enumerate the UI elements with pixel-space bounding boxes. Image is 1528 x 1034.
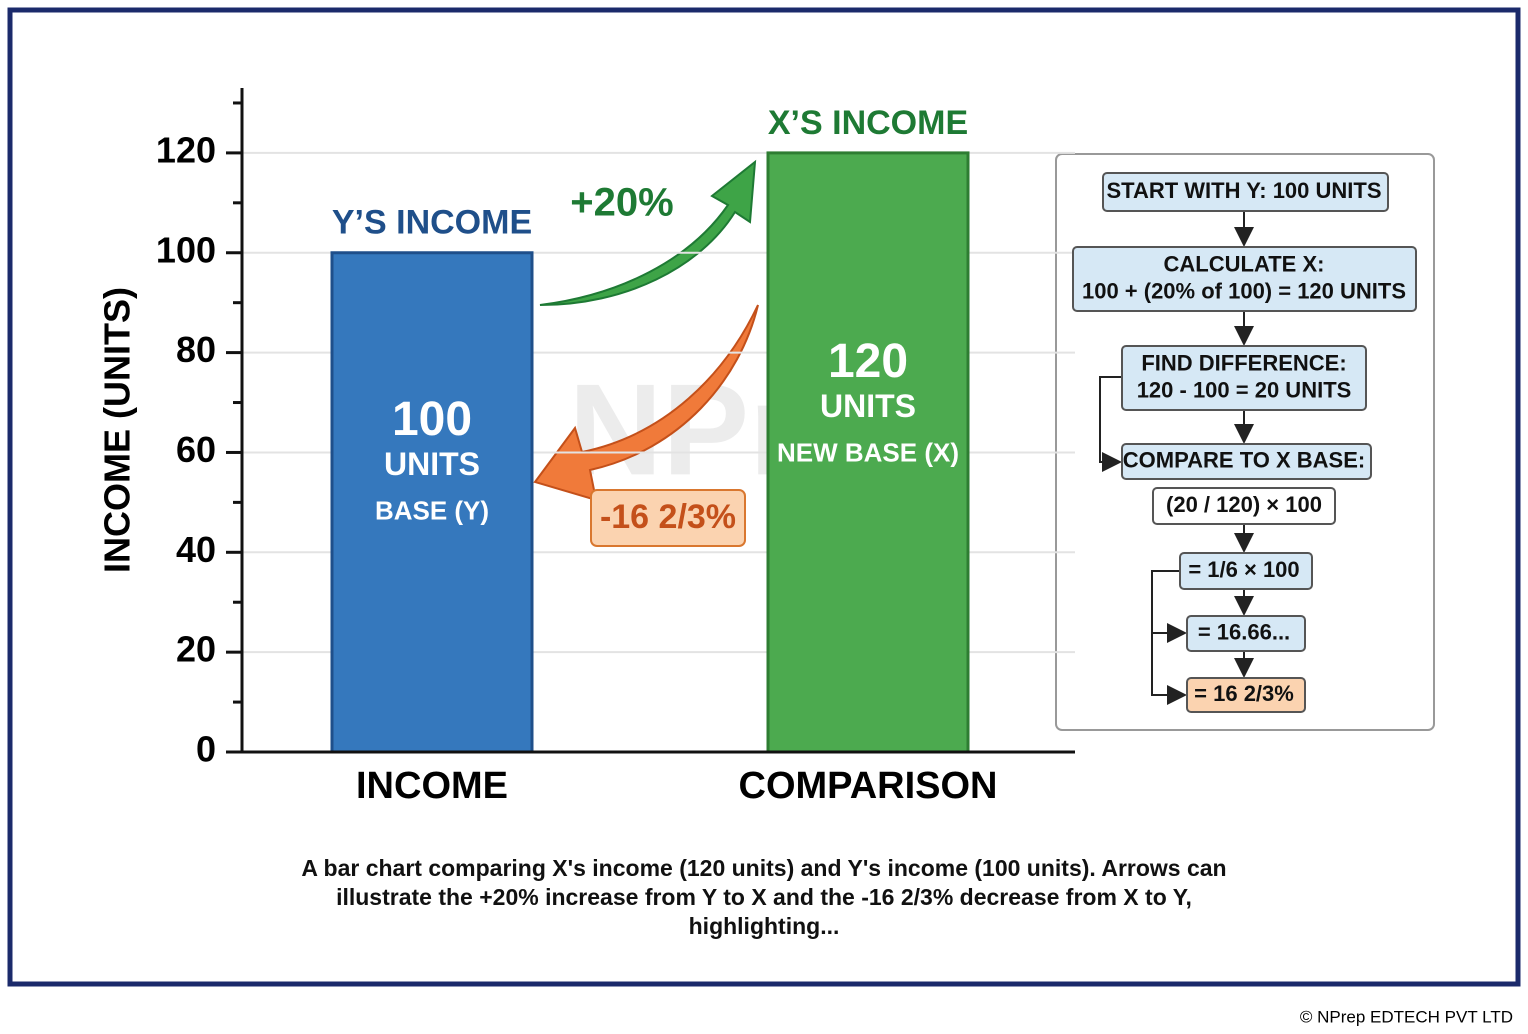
flow-step-text: = 16.66... bbox=[1198, 619, 1290, 644]
flow-step bbox=[1186, 615, 1306, 652]
increase-arrow bbox=[539, 159, 757, 306]
caption: highlighting... bbox=[689, 913, 840, 939]
flow-step-text: FIND DIFFERENCE: bbox=[1141, 350, 1346, 375]
bar-note: BASE (Y) bbox=[375, 495, 489, 525]
flow-step bbox=[1179, 552, 1313, 590]
bar-note: NEW BASE (X) bbox=[777, 437, 959, 467]
flow-step-text: = 1/6 × 100 bbox=[1188, 557, 1299, 582]
flow-step-text: COMPARE TO X BASE: bbox=[1123, 447, 1365, 472]
flow-step-text: 100 + (20% of 100) = 120 UNITS bbox=[1082, 278, 1406, 303]
decrease-label-box bbox=[590, 489, 746, 547]
flow-step-text: 120 - 100 = 20 UNITS bbox=[1137, 377, 1352, 402]
flow-step-text: (20 / 120) × 100 bbox=[1166, 492, 1322, 517]
y-tick-label: 40 bbox=[176, 529, 216, 570]
bar-title: X’S INCOME bbox=[768, 104, 968, 142]
bar-value-label: 120 bbox=[828, 335, 908, 388]
flow-connectors bbox=[1099, 211, 1254, 705]
flow-step bbox=[1102, 172, 1389, 212]
bar-value-label: 100 bbox=[392, 393, 472, 446]
bar bbox=[766, 151, 970, 754]
flow-step bbox=[1072, 246, 1417, 312]
bar-unit-label: UNITS bbox=[384, 446, 480, 482]
x-tick-label: COMPARISON bbox=[739, 765, 998, 807]
caption: illustrate the +20% increase from Y to X… bbox=[336, 884, 1192, 910]
x-tick-label: INCOME bbox=[356, 765, 508, 807]
flow-step bbox=[1121, 345, 1367, 411]
flow-step-text: CALCULATE X: bbox=[1164, 251, 1325, 276]
bar-title: Y’S INCOME bbox=[332, 204, 532, 242]
flow-step-text: START WITH Y: 100 UNITS bbox=[1106, 178, 1381, 203]
bar-unit-label: UNITS bbox=[820, 388, 916, 424]
bar bbox=[330, 251, 534, 754]
flow-step bbox=[1186, 677, 1306, 713]
y-tick-label: 120 bbox=[156, 129, 216, 170]
y-tick-label: 0 bbox=[196, 729, 216, 770]
y-axis-label: INCOME (UNITS) bbox=[97, 287, 138, 573]
y-tick-label: 20 bbox=[176, 629, 216, 670]
y-tick-label: 100 bbox=[156, 229, 216, 270]
decrease-label: -16 2/3% bbox=[600, 498, 736, 536]
decrease-arrow bbox=[533, 304, 759, 502]
flow-step bbox=[1121, 443, 1372, 480]
y-tick-label: 80 bbox=[176, 329, 216, 370]
flow-step-text: = 16 2/3% bbox=[1194, 681, 1294, 706]
caption: A bar chart comparing X's income (120 un… bbox=[301, 855, 1226, 881]
increase-label: +20% bbox=[570, 181, 673, 225]
flow-step bbox=[1152, 487, 1336, 525]
y-tick-label: 60 bbox=[176, 429, 216, 470]
copyright: © NPrep EDTECH PVT LTD bbox=[1300, 1007, 1513, 1026]
